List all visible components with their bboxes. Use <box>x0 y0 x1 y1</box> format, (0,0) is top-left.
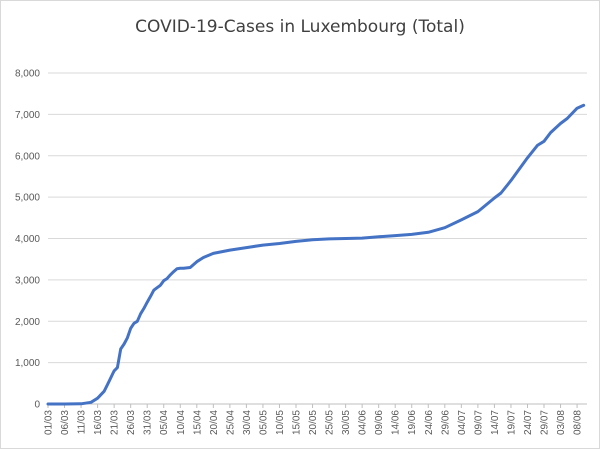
x-tick-label: 19/07 <box>506 410 517 435</box>
x-tick-label: 25/04 <box>225 410 236 435</box>
x-tick-label: 30/05 <box>341 410 352 435</box>
x-tick-label: 14/06 <box>391 410 402 435</box>
y-tick-label: 8,000 <box>15 69 40 80</box>
x-tick-label: 04/07 <box>457 410 468 435</box>
x-tick-label: 29/07 <box>540 410 551 435</box>
x-tick-label: 06/03 <box>60 410 71 435</box>
x-tick-label: 05/05 <box>258 410 269 435</box>
x-tick-label: 25/05 <box>325 410 336 435</box>
x-tick-label: 11/03 <box>77 410 88 435</box>
x-tick-label: 16/03 <box>93 410 104 435</box>
x-tick-label: 29/06 <box>440 410 451 435</box>
x-tick-label: 31/03 <box>143 410 154 435</box>
y-tick-label: 7,000 <box>15 110 40 121</box>
x-tick-label: 30/04 <box>242 410 253 435</box>
y-tick-label: 1,000 <box>15 358 40 369</box>
x-tick-label: 14/07 <box>490 410 501 435</box>
x-tick-label: 20/05 <box>308 410 319 435</box>
x-tick-label: 04/06 <box>358 410 369 435</box>
y-tick-label: 6,000 <box>15 151 40 162</box>
x-tick-label: 09/07 <box>473 410 484 435</box>
x-tick-label: 19/06 <box>407 410 418 435</box>
x-tick-label: 05/04 <box>159 410 170 435</box>
x-tick-label: 08/08 <box>573 410 584 435</box>
x-tick-label: 03/08 <box>556 410 567 435</box>
x-tick-label: 24/06 <box>424 410 435 435</box>
x-tick-label: 09/06 <box>374 410 385 435</box>
x-tick-label: 20/04 <box>209 410 220 435</box>
y-tick-label: 5,000 <box>15 193 40 204</box>
x-tick-label: 21/03 <box>110 410 121 435</box>
x-tick-label: 10/04 <box>176 410 187 435</box>
series-line <box>46 103 586 406</box>
x-tick-label: 24/07 <box>523 410 534 435</box>
x-tick-label: 01/03 <box>44 410 55 435</box>
y-tick-label: 3,000 <box>15 275 40 286</box>
x-tick-label: 15/05 <box>292 410 303 435</box>
y-tick-label: 2,000 <box>15 317 40 328</box>
x-tick-label: 26/03 <box>126 410 137 435</box>
y-tick-label: 0 <box>34 400 40 411</box>
y-tick-label: 4,000 <box>15 234 40 245</box>
x-tick-label: 10/05 <box>275 410 286 435</box>
x-tick-label: 15/04 <box>192 410 203 435</box>
chart-title: COVID-19-Cases in Luxembourg (Total) <box>135 17 465 37</box>
